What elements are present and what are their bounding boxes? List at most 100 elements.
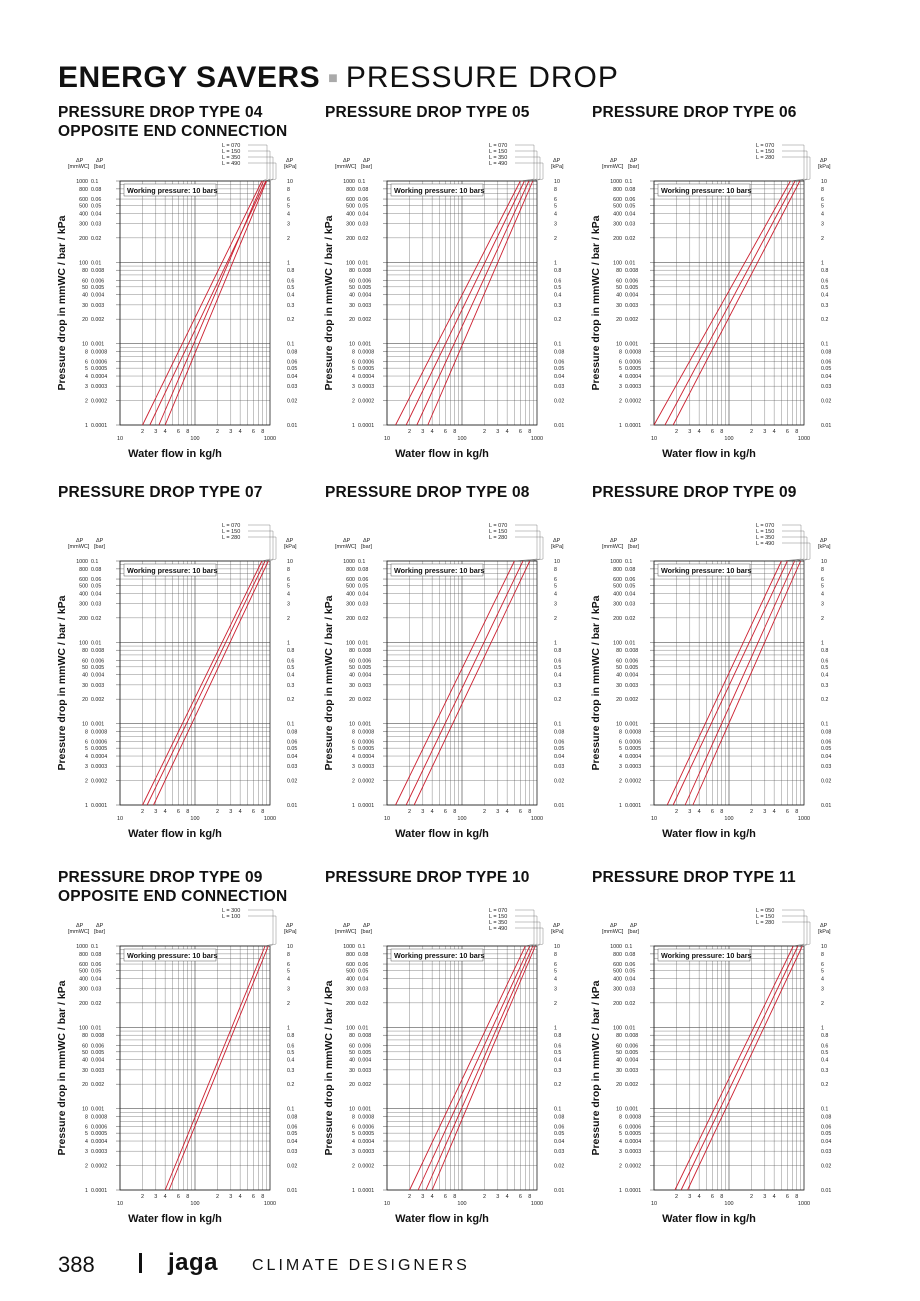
tick-label-kpa: 0.06 <box>554 1125 564 1131</box>
tick-label-mmwc: 40 <box>82 673 88 679</box>
chart-title: PRESSURE DROP TYPE 08 <box>325 484 530 501</box>
tick-label-mmwc: 300 <box>346 987 355 993</box>
tick-label-kpa: 0.05 <box>554 1131 564 1137</box>
tick-label-kpa: 6 <box>821 197 824 203</box>
tick-label-x-minor: 2 <box>750 809 753 815</box>
legend-entry: L = 350 <box>222 155 240 161</box>
plot-frame <box>119 945 271 1191</box>
tick-label-mmwc: 80 <box>616 268 622 274</box>
tick-label-mmwc: 2 <box>85 1164 88 1170</box>
tick-label-mmwc: 20 <box>616 317 622 323</box>
tick-label-x-major: 100 <box>457 816 466 822</box>
tick-label-mmwc: 10 <box>349 1107 355 1113</box>
tick-label-x-minor: 8 <box>795 429 798 435</box>
tick-label-kpa: 0.2 <box>287 697 294 703</box>
tick-label-kpa: 8 <box>287 952 290 958</box>
tick-label-kpa: 5 <box>554 968 557 974</box>
tick-label-mmwc: 10 <box>82 1107 88 1113</box>
axis-unit-label: [kPa] <box>551 544 564 550</box>
tick-label-x-minor: 3 <box>421 809 424 815</box>
series-line <box>672 180 801 426</box>
tick-label-kpa: 2 <box>287 1001 290 1007</box>
tick-label-kpa: 5 <box>554 583 557 589</box>
tick-label-bar: 0.004 <box>91 1058 104 1064</box>
tick-label-bar: 0.06 <box>625 577 635 583</box>
tick-label-mmwc: 100 <box>79 640 88 646</box>
tick-label-bar: 0.0008 <box>358 1115 374 1121</box>
tick-label-bar: 0.006 <box>358 658 371 664</box>
chart-grid-lines <box>653 945 804 1191</box>
tick-label-bar: 0.002 <box>91 1082 104 1088</box>
tick-label-mmwc: 200 <box>613 616 622 622</box>
tick-label-mmwc: 50 <box>349 1050 355 1056</box>
legend-leader <box>248 156 274 182</box>
axis-unit-label: [mmWC] <box>602 544 624 550</box>
tick-label-kpa: 0.05 <box>821 746 831 752</box>
tick-label-mmwc: 50 <box>616 665 622 671</box>
tick-label-kpa: 0.06 <box>287 740 297 746</box>
legend-entry: L = 150 <box>222 529 240 535</box>
tick-label-mmwc: 3 <box>619 1149 622 1155</box>
legend-entry: L = 150 <box>489 914 507 920</box>
tick-label-x-major: 1000 <box>798 816 810 822</box>
tick-label-mmwc: 600 <box>79 962 88 968</box>
tick-label-kpa: 0.03 <box>287 764 297 770</box>
tick-label-kpa: 1 <box>821 260 824 266</box>
tick-label-bar: 0.05 <box>625 203 635 209</box>
tick-label-bar: 0.003 <box>625 303 638 309</box>
tick-label-x-minor: 4 <box>698 1194 701 1200</box>
tick-label-bar: 0.04 <box>625 211 635 217</box>
tick-label-bar: 0.03 <box>358 602 368 608</box>
y-axis-title: Pressure drop in mmWC / bar / kPa <box>323 595 335 770</box>
legend-leader <box>514 524 538 562</box>
tick-label-bar: 0.01 <box>358 640 368 646</box>
axis-unit-label: [mmWC] <box>335 544 357 550</box>
tick-label-bar: 0.004 <box>91 293 104 299</box>
tick-label-mmwc: 40 <box>616 293 622 299</box>
tick-label-mmwc: 500 <box>346 583 355 589</box>
tick-label-bar: 0.1 <box>625 559 632 565</box>
tick-label-mmwc: 1000 <box>343 559 355 565</box>
tick-label-kpa: 0.01 <box>554 803 564 809</box>
tick-label-bar: 0.06 <box>91 962 101 968</box>
tick-label-x-major: 1000 <box>798 436 810 442</box>
tick-label-kpa: 1 <box>554 640 557 646</box>
tick-label-mmwc: 30 <box>616 1068 622 1074</box>
tick-label-kpa: 1 <box>554 260 557 266</box>
tick-label-x-minor: 8 <box>795 809 798 815</box>
chart-grid-lines <box>386 945 537 1191</box>
tick-label-x-minor: 6 <box>786 1194 789 1200</box>
tick-label-mmwc: 5 <box>619 746 622 752</box>
tick-label-kpa: 0.4 <box>554 1058 561 1064</box>
tick-label-x-minor: 2 <box>675 809 678 815</box>
tick-label-bar: 0.002 <box>358 697 371 703</box>
tick-label-x-minor: 8 <box>186 809 189 815</box>
tick-label-kpa: 0.3 <box>287 1068 294 1074</box>
series-line <box>425 945 534 1191</box>
tick-label-mmwc: 1000 <box>610 559 622 565</box>
legend-entry: L = 150 <box>222 149 240 155</box>
tick-label-mmwc: 20 <box>82 697 88 703</box>
tick-label-kpa: 0.8 <box>287 1033 294 1039</box>
tick-label-bar: 0.005 <box>91 665 104 671</box>
legend-leader <box>515 530 541 562</box>
tick-label-kpa: 6 <box>821 962 824 968</box>
tick-label-bar: 0.04 <box>358 976 368 982</box>
tick-label-mmwc: 50 <box>349 665 355 671</box>
tick-label-bar: 0.0008 <box>358 350 374 356</box>
tick-label-mmwc: 100 <box>79 1025 88 1031</box>
tick-label-bar: 0.06 <box>358 577 368 583</box>
brand-logo: jaga <box>168 1249 219 1276</box>
tick-label-bar: 0.0005 <box>91 1131 107 1137</box>
tick-label-bar: 0.06 <box>91 197 101 203</box>
tick-label-mmwc: 40 <box>82 293 88 299</box>
tick-label-bar: 0.0005 <box>358 1131 374 1137</box>
tick-label-kpa: 0.4 <box>821 1058 828 1064</box>
x-axis-title: Water flow in kg/h <box>395 448 489 460</box>
tick-label-mmwc: 6 <box>352 1125 355 1131</box>
tick-label-bar: 0.004 <box>358 1058 371 1064</box>
tick-label-mmwc: 200 <box>613 236 622 242</box>
tick-label-kpa: 0.01 <box>554 423 564 429</box>
tick-label-x-minor: 8 <box>186 1194 189 1200</box>
